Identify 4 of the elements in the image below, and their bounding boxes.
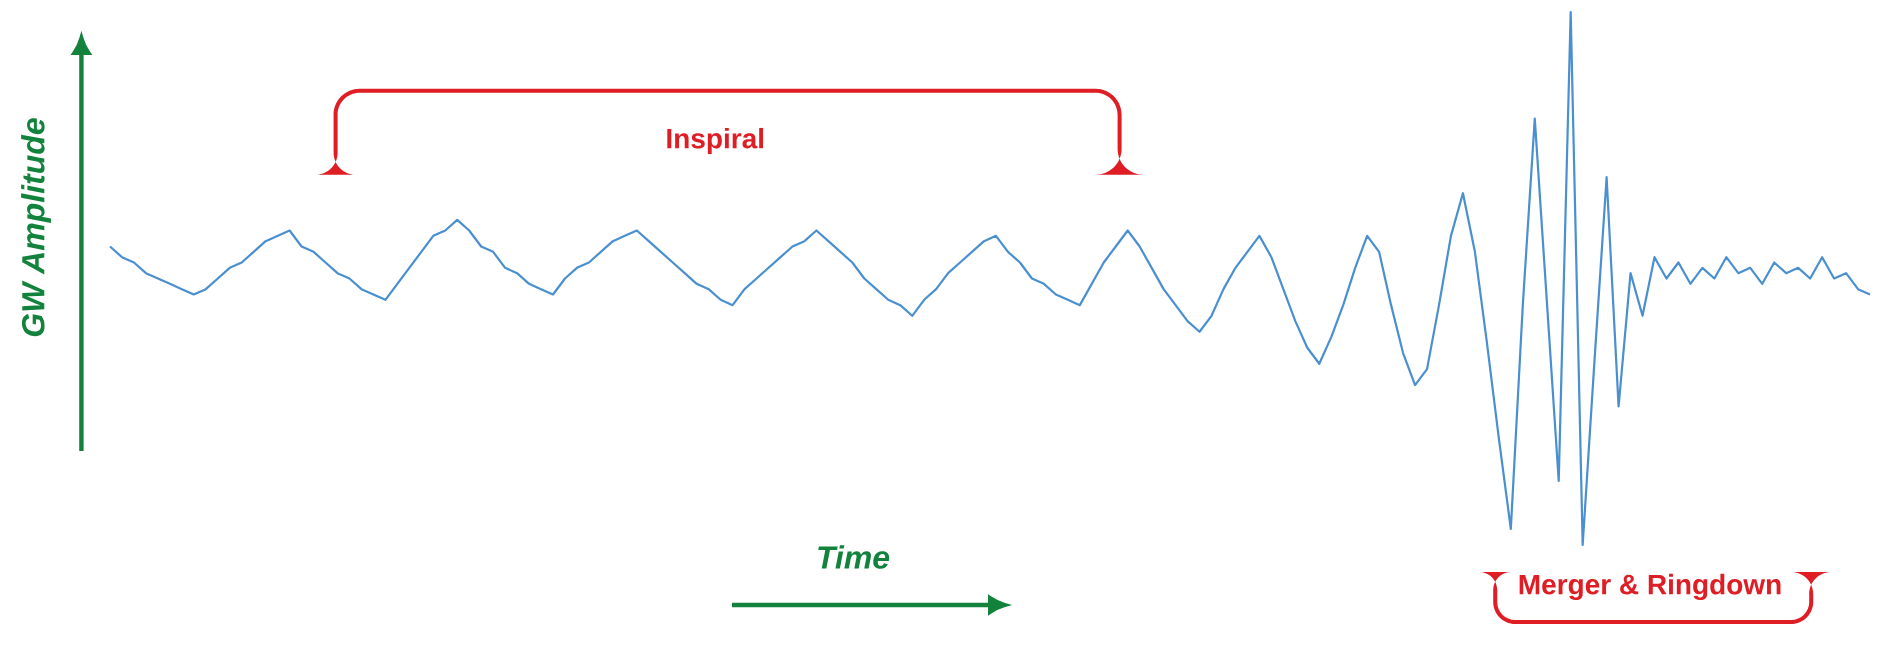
y-axis-title: GW Amplitude [21, 118, 51, 337]
annotation: Inspiral [667, 127, 764, 155]
x-axis-title: Time [818, 545, 890, 569]
text: Merger & Ringdown [1519, 573, 1781, 601]
